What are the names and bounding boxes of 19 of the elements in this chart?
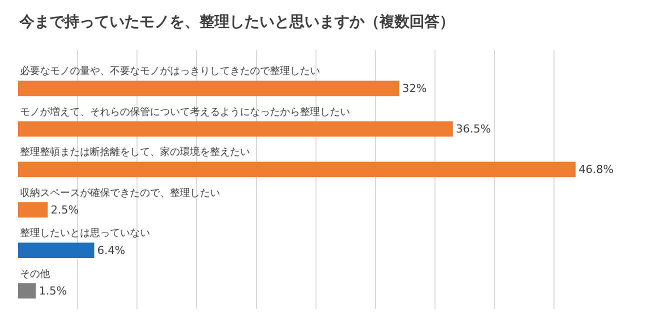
bar <box>18 162 576 178</box>
chart-title: 今まで持っていたモノを、整理したいと思いますか（複数回答） <box>18 12 454 30</box>
y-tick-label: その他 <box>20 268 50 280</box>
data-label: 36.5% <box>456 122 491 136</box>
data-label: 6.4% <box>97 244 126 257</box>
y-tick-label: 収納スペースが確保できたので、整理したい <box>20 187 220 199</box>
y-tick-label: 必要なモノの量や、不要なモノがはっきりしてきたので整理したい <box>20 65 320 77</box>
data-label: 32% <box>402 82 427 95</box>
data-label: 2.5% <box>50 203 79 216</box>
bar <box>18 283 36 298</box>
data-label: 46.8% <box>578 162 614 176</box>
y-tick-label: モノが増えて、それらの保管について考えるようになったから整理したい <box>20 106 350 118</box>
y-tick-label: 整理整頓または断捨離をして、家の環境を整えたい <box>20 146 250 158</box>
bar <box>18 202 48 218</box>
bar <box>18 80 400 96</box>
bar <box>18 242 94 258</box>
bar <box>18 121 453 137</box>
y-tick-label: 整理したいとは思っていない <box>20 227 150 239</box>
data-label: 1.5% <box>38 284 67 298</box>
